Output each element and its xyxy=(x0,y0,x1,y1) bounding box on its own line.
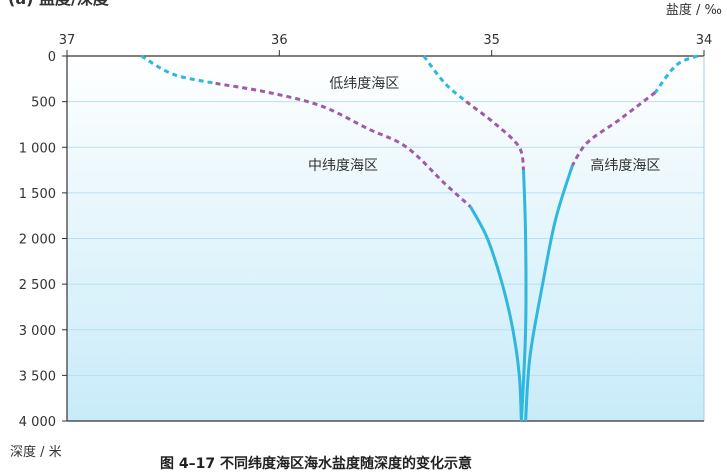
curve-label-2: 中纬度海区 xyxy=(308,158,378,174)
x-tick-label-36: 36 xyxy=(271,33,288,48)
x-tick-label-34: 34 xyxy=(696,33,713,48)
x-tick-label-37: 37 xyxy=(59,33,76,48)
axes xyxy=(62,50,705,422)
y-tick-label-1500: 1 500 xyxy=(19,187,56,202)
series-3-segment-1 xyxy=(653,54,699,94)
x-tick-label-35: 35 xyxy=(483,33,500,48)
figure-caption: 图 4–17 不同纬度海区海水盐度随深度的变化示意 xyxy=(160,455,472,472)
series-3-segment-2 xyxy=(571,91,657,167)
series-1-segment-2 xyxy=(465,100,525,171)
series-2-segment-1 xyxy=(140,54,216,85)
series-1-segment-1 xyxy=(422,55,468,103)
series-lines xyxy=(140,54,699,422)
series-2-segment-3 xyxy=(469,205,523,422)
y-tick-label-3000: 3 000 xyxy=(19,324,56,339)
y-tick-label-500: 500 xyxy=(31,96,56,111)
y-tick-label-3500: 3 500 xyxy=(19,369,56,384)
curve-label-3: 高纬度海区 xyxy=(590,157,660,174)
y-tick-label-1000: 1 000 xyxy=(19,141,56,156)
y-axis-title: 深度 / 米 xyxy=(10,444,62,460)
cropped-top-title: (a) 盐度/深度 xyxy=(8,0,110,8)
y-tick-labels: 0 500 1 000 1 500 2 000 2 500 3 000 3 500 4 000 xyxy=(19,50,56,430)
y-tick-label-2500: 2 500 xyxy=(19,278,56,293)
series-1-segment-3 xyxy=(519,170,528,422)
series-3-segment-3 xyxy=(524,165,574,422)
x-axis-title: 盐度 / ‰ xyxy=(666,2,722,18)
y-tick-label-2000: 2 000 xyxy=(19,233,56,248)
series-2-segment-2 xyxy=(215,81,472,208)
y-tick-label-4000: 4 000 xyxy=(19,415,56,430)
curve-label-1: 低纬度海区 xyxy=(329,76,399,92)
y-tick-label-0: 0 xyxy=(48,50,56,65)
x-tick-labels: 37 36 35 34 xyxy=(59,33,713,48)
